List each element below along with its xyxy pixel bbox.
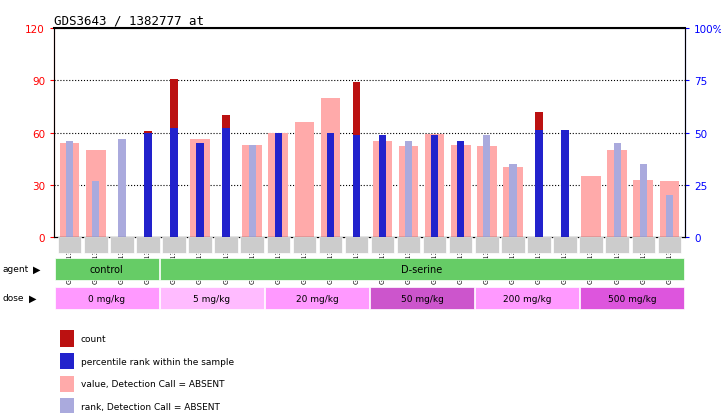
Bar (640, 164, 647, 237)
Bar (665, 196, 673, 237)
Bar (144, 131, 151, 237)
Bar (535, 131, 543, 237)
Bar (327, 133, 334, 237)
Bar (425, 135, 444, 237)
Text: 200 mg/kg: 200 mg/kg (503, 294, 552, 303)
FancyBboxPatch shape (55, 258, 159, 281)
Text: GDS3643 / 1382777_at: GDS3643 / 1382777_at (54, 14, 204, 27)
FancyBboxPatch shape (658, 237, 681, 253)
Text: 5 mg/kg: 5 mg/kg (193, 294, 230, 303)
Text: agent: agent (2, 265, 28, 274)
Text: D-serine: D-serine (402, 264, 443, 275)
Bar (60, 144, 79, 237)
FancyBboxPatch shape (527, 237, 551, 253)
Bar (118, 140, 125, 237)
Text: 20 mg/kg: 20 mg/kg (296, 294, 338, 303)
Bar (451, 145, 471, 237)
FancyBboxPatch shape (553, 237, 577, 253)
Text: 0 mg/kg: 0 mg/kg (88, 294, 125, 303)
FancyBboxPatch shape (214, 237, 238, 253)
Bar (190, 140, 210, 237)
FancyBboxPatch shape (61, 376, 74, 392)
Text: ▶: ▶ (29, 293, 36, 303)
Text: percentile rank within the sample: percentile rank within the sample (81, 357, 234, 366)
FancyBboxPatch shape (160, 258, 684, 281)
Bar (268, 133, 288, 237)
Text: control: control (90, 264, 123, 275)
FancyBboxPatch shape (110, 237, 133, 253)
Bar (634, 180, 653, 237)
FancyBboxPatch shape (241, 237, 264, 253)
FancyBboxPatch shape (580, 287, 684, 310)
Bar (242, 145, 262, 237)
Bar (275, 133, 282, 237)
Text: ▶: ▶ (33, 264, 40, 274)
Bar (249, 146, 256, 237)
Bar (431, 135, 438, 237)
FancyBboxPatch shape (293, 237, 316, 253)
FancyBboxPatch shape (606, 237, 629, 253)
Bar (607, 151, 627, 237)
Bar (321, 98, 340, 237)
FancyBboxPatch shape (449, 237, 472, 253)
Bar (223, 129, 230, 237)
Bar (660, 182, 679, 237)
FancyBboxPatch shape (397, 237, 420, 253)
Bar (144, 133, 151, 237)
FancyBboxPatch shape (136, 237, 159, 253)
FancyBboxPatch shape (160, 287, 264, 310)
FancyBboxPatch shape (61, 330, 74, 347)
Bar (503, 168, 523, 237)
FancyBboxPatch shape (371, 237, 394, 253)
Bar (562, 131, 569, 237)
FancyBboxPatch shape (632, 237, 655, 253)
FancyBboxPatch shape (61, 353, 74, 369)
FancyBboxPatch shape (345, 237, 368, 253)
Text: 50 mg/kg: 50 mg/kg (401, 294, 443, 303)
FancyBboxPatch shape (61, 399, 74, 413)
Bar (353, 83, 360, 237)
Bar (379, 135, 386, 237)
Bar (223, 116, 230, 237)
Text: count: count (81, 334, 106, 343)
FancyBboxPatch shape (55, 287, 159, 310)
Bar (196, 144, 204, 237)
FancyBboxPatch shape (265, 287, 369, 310)
Bar (373, 142, 392, 237)
FancyBboxPatch shape (475, 287, 579, 310)
FancyBboxPatch shape (423, 237, 446, 253)
FancyBboxPatch shape (580, 237, 603, 253)
Bar (170, 79, 177, 237)
Text: 500 mg/kg: 500 mg/kg (608, 294, 657, 303)
Bar (170, 129, 177, 237)
FancyBboxPatch shape (370, 287, 474, 310)
Text: rank, Detection Call = ABSENT: rank, Detection Call = ABSENT (81, 402, 219, 411)
Bar (535, 112, 543, 237)
Bar (86, 151, 105, 237)
Bar (581, 177, 601, 237)
FancyBboxPatch shape (267, 237, 290, 253)
FancyBboxPatch shape (475, 237, 498, 253)
Text: dose: dose (2, 294, 24, 303)
FancyBboxPatch shape (84, 237, 107, 253)
Bar (483, 135, 490, 237)
Bar (477, 147, 497, 237)
FancyBboxPatch shape (162, 237, 186, 253)
Bar (457, 142, 464, 237)
FancyBboxPatch shape (58, 237, 81, 253)
Bar (399, 147, 418, 237)
FancyBboxPatch shape (188, 237, 212, 253)
Bar (295, 123, 314, 237)
FancyBboxPatch shape (319, 237, 342, 253)
Bar (614, 144, 621, 237)
Bar (405, 142, 412, 237)
Bar (353, 135, 360, 237)
Text: value, Detection Call = ABSENT: value, Detection Call = ABSENT (81, 380, 224, 388)
Bar (66, 142, 74, 237)
FancyBboxPatch shape (501, 237, 525, 253)
Bar (509, 164, 516, 237)
Bar (92, 181, 99, 237)
